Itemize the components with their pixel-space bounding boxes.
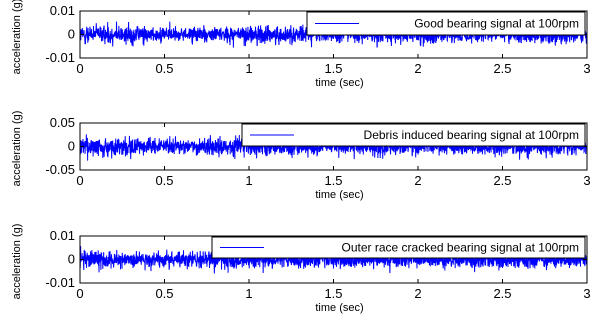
x-tick-label: 0 (76, 173, 83, 188)
x-tick-label: 2.5 (493, 286, 511, 301)
y-axis-label: acceleration (g) (11, 224, 23, 300)
x-axis-label: time (sec) (315, 302, 363, 314)
x-tick-label: 1 (245, 286, 252, 301)
legend-label: Good bearing signal at 100rpm (414, 17, 579, 31)
y-tick-label: 0.01 (50, 3, 75, 18)
x-axis-label: time (sec) (315, 189, 363, 201)
x-tick-label: 0 (76, 286, 83, 301)
legend: Debris induced bearing signal at 100rpm (241, 123, 586, 147)
x-tick-label: 2.5 (493, 61, 511, 76)
x-tick-label: 1.5 (324, 173, 342, 188)
y-tick-label: 0 (68, 139, 75, 154)
y-tick-label: 0.05 (50, 115, 75, 130)
x-tick-label: 1 (245, 173, 252, 188)
legend-label: Outer race cracked bearing signal at 100… (342, 241, 579, 255)
x-tick-label: 2 (414, 61, 421, 76)
x-tick-label: 2.5 (493, 173, 511, 188)
y-tick-label: -0.01 (45, 275, 75, 290)
x-tick-label: 2 (414, 173, 421, 188)
x-tick-label: 0.5 (155, 286, 173, 301)
legend-label: Debris induced bearing signal at 100rpm (364, 128, 579, 142)
x-tick-label: 0.5 (155, 61, 173, 76)
y-axis-label: acceleration (g) (11, 0, 23, 74)
x-tick-label: 1.5 (324, 286, 342, 301)
x-tick-label: 1 (245, 61, 252, 76)
x-tick-label: 1.5 (324, 61, 342, 76)
x-tick-label: 3 (583, 286, 590, 301)
y-axis-label: acceleration (g) (11, 111, 23, 187)
x-tick-label: 3 (583, 173, 590, 188)
legend: Good bearing signal at 100rpm (306, 11, 586, 36)
legend: Outer race cracked bearing signal at 100… (211, 236, 586, 259)
signal-trace (79, 21, 588, 48)
x-axis-label: time (sec) (315, 77, 363, 89)
x-tick-label: 0 (76, 61, 83, 76)
y-tick-label: 0 (68, 27, 75, 42)
signal-trace (79, 246, 588, 274)
x-tick-label: 0.5 (155, 173, 173, 188)
legend-box (241, 123, 586, 147)
y-tick-label: -0.01 (45, 50, 75, 65)
legend-box (306, 11, 586, 36)
x-tick-label: 2 (414, 286, 421, 301)
y-tick-label: 0 (68, 252, 75, 267)
x-tick-label: 3 (583, 61, 590, 76)
legend-box (211, 236, 586, 259)
y-tick-label: 0.01 (50, 228, 75, 243)
y-tick-label: -0.05 (45, 162, 75, 177)
